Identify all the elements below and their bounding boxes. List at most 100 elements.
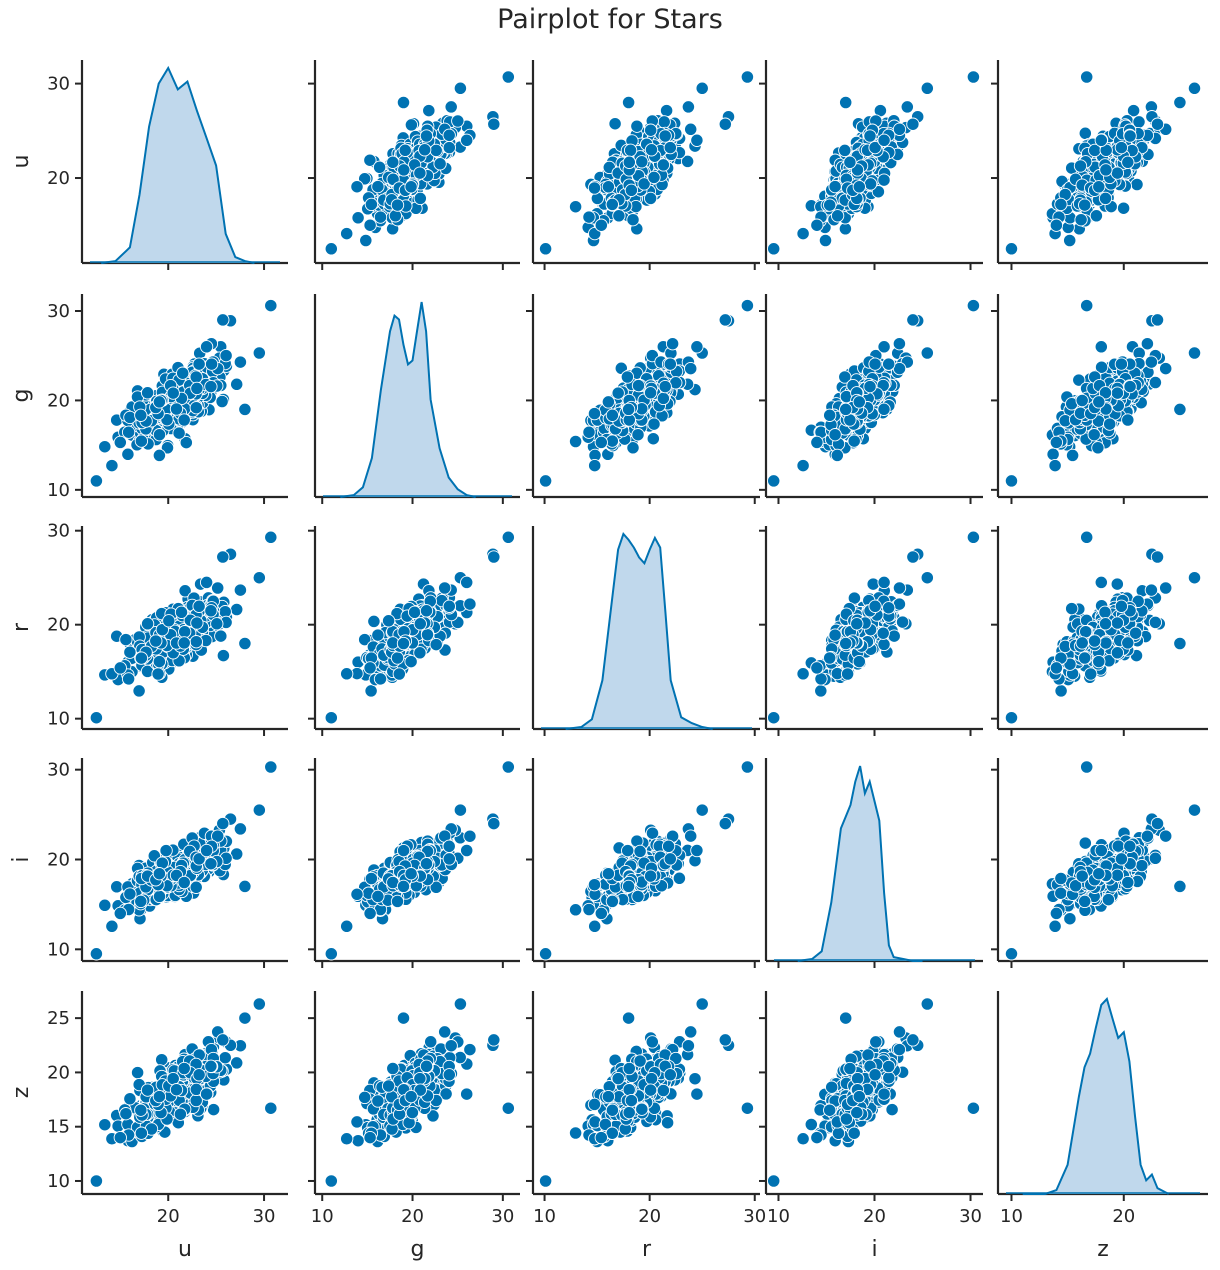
panel-g-vs-r	[526, 294, 760, 504]
scatter-point	[390, 651, 405, 665]
scatter-point	[608, 117, 622, 131]
scatter-point	[350, 180, 364, 194]
scatter-point	[1073, 159, 1088, 173]
scatter-point	[121, 447, 135, 461]
scatter-point	[121, 672, 136, 686]
panel-u-vs-g	[308, 60, 520, 270]
scatter-point	[1048, 458, 1062, 473]
scatter-point	[587, 406, 602, 421]
scatter-point	[796, 226, 810, 241]
scatter-point	[381, 614, 396, 628]
scatter-point	[204, 357, 219, 371]
scatter-point	[386, 155, 400, 169]
scatter-point	[397, 163, 411, 177]
scatter-point	[828, 179, 842, 194]
scatter-point	[900, 100, 914, 114]
scatter-point	[612, 209, 626, 223]
scatter-point	[442, 140, 456, 155]
scatter-point	[767, 474, 781, 488]
scatter-point	[324, 242, 338, 256]
scatter-point	[624, 183, 639, 197]
scatter-point	[1049, 218, 1064, 232]
scatter-point	[392, 667, 406, 681]
scatter-point	[892, 122, 907, 136]
scatter-point	[657, 115, 671, 129]
scatter-point	[643, 191, 658, 206]
scatter-point	[190, 381, 204, 396]
scatter-point	[442, 599, 456, 613]
scatter-point	[1121, 155, 1135, 169]
scatter-point	[152, 395, 167, 409]
scatter-point	[605, 197, 619, 212]
scatter-point	[192, 357, 206, 371]
scatter-point	[121, 425, 136, 439]
scatter-point	[740, 70, 755, 84]
scatter-point	[647, 417, 661, 431]
scatter-point	[444, 100, 458, 114]
scatter-point	[877, 340, 891, 354]
scatter-point	[1092, 395, 1106, 409]
panel-r-vs-r	[531, 526, 760, 736]
scatter-point	[264, 298, 278, 313]
scatter-point	[892, 337, 907, 351]
scatter-point	[216, 550, 230, 564]
scatter-point	[1121, 413, 1135, 427]
scatter-point	[690, 133, 704, 147]
scatter-point	[1173, 402, 1187, 417]
scatter-point	[359, 233, 373, 248]
kde-line-u	[101, 65, 255, 264]
scatter-point	[863, 379, 877, 394]
scatter-point	[767, 242, 781, 256]
scatter-point	[177, 413, 191, 427]
scatter-point	[828, 428, 842, 442]
scatter-point	[601, 180, 616, 194]
scatter-point	[429, 637, 443, 652]
panel-u-vs-r	[526, 60, 760, 270]
scatter-point	[684, 361, 698, 376]
scatter-point	[877, 575, 891, 590]
scatter-point	[340, 667, 354, 681]
scatter-point	[839, 95, 853, 110]
scatter-point	[363, 218, 377, 232]
scatter-point	[838, 222, 853, 236]
panel-u-vs-u	[80, 60, 288, 270]
scatter-point	[843, 155, 857, 169]
scatter-point	[210, 617, 224, 631]
scatter-point	[166, 386, 180, 400]
scatter-point	[823, 408, 837, 422]
scatter-point	[838, 143, 852, 158]
scatter-point	[1091, 441, 1105, 455]
scatter-point	[611, 386, 625, 400]
scatter-point	[233, 583, 248, 597]
scatter-point	[351, 211, 365, 225]
scatter-point	[868, 599, 882, 613]
scatter-point	[214, 629, 228, 643]
scatter-point	[690, 340, 704, 354]
scatter-point	[463, 597, 477, 611]
scatter-point	[460, 575, 474, 590]
scatter-point	[199, 340, 214, 354]
scatter-point	[413, 191, 427, 206]
scatter-point	[830, 448, 844, 463]
scatter-point	[363, 661, 377, 675]
scatter-point	[966, 530, 981, 544]
scatter-point	[920, 346, 934, 360]
scatter-point	[852, 654, 866, 669]
scatter-point	[605, 434, 619, 448]
scatter-point	[373, 672, 388, 686]
scatter-point	[863, 129, 877, 143]
scatter-point	[404, 118, 419, 132]
panel-r-vs-z	[991, 526, 1208, 736]
scatter-point	[420, 628, 435, 642]
scatter-point	[1187, 81, 1202, 95]
scatter-point	[204, 604, 218, 618]
kde-fill-g	[340, 302, 476, 497]
scatter-point	[828, 628, 842, 642]
scatter-point	[1080, 298, 1094, 313]
panel-g-vs-g	[313, 294, 520, 504]
scatter-point	[176, 366, 190, 380]
scatter-point	[215, 394, 229, 409]
panel-g-vs-z	[991, 294, 1208, 504]
scatter-point	[134, 408, 148, 422]
scatter-point	[1150, 313, 1165, 327]
